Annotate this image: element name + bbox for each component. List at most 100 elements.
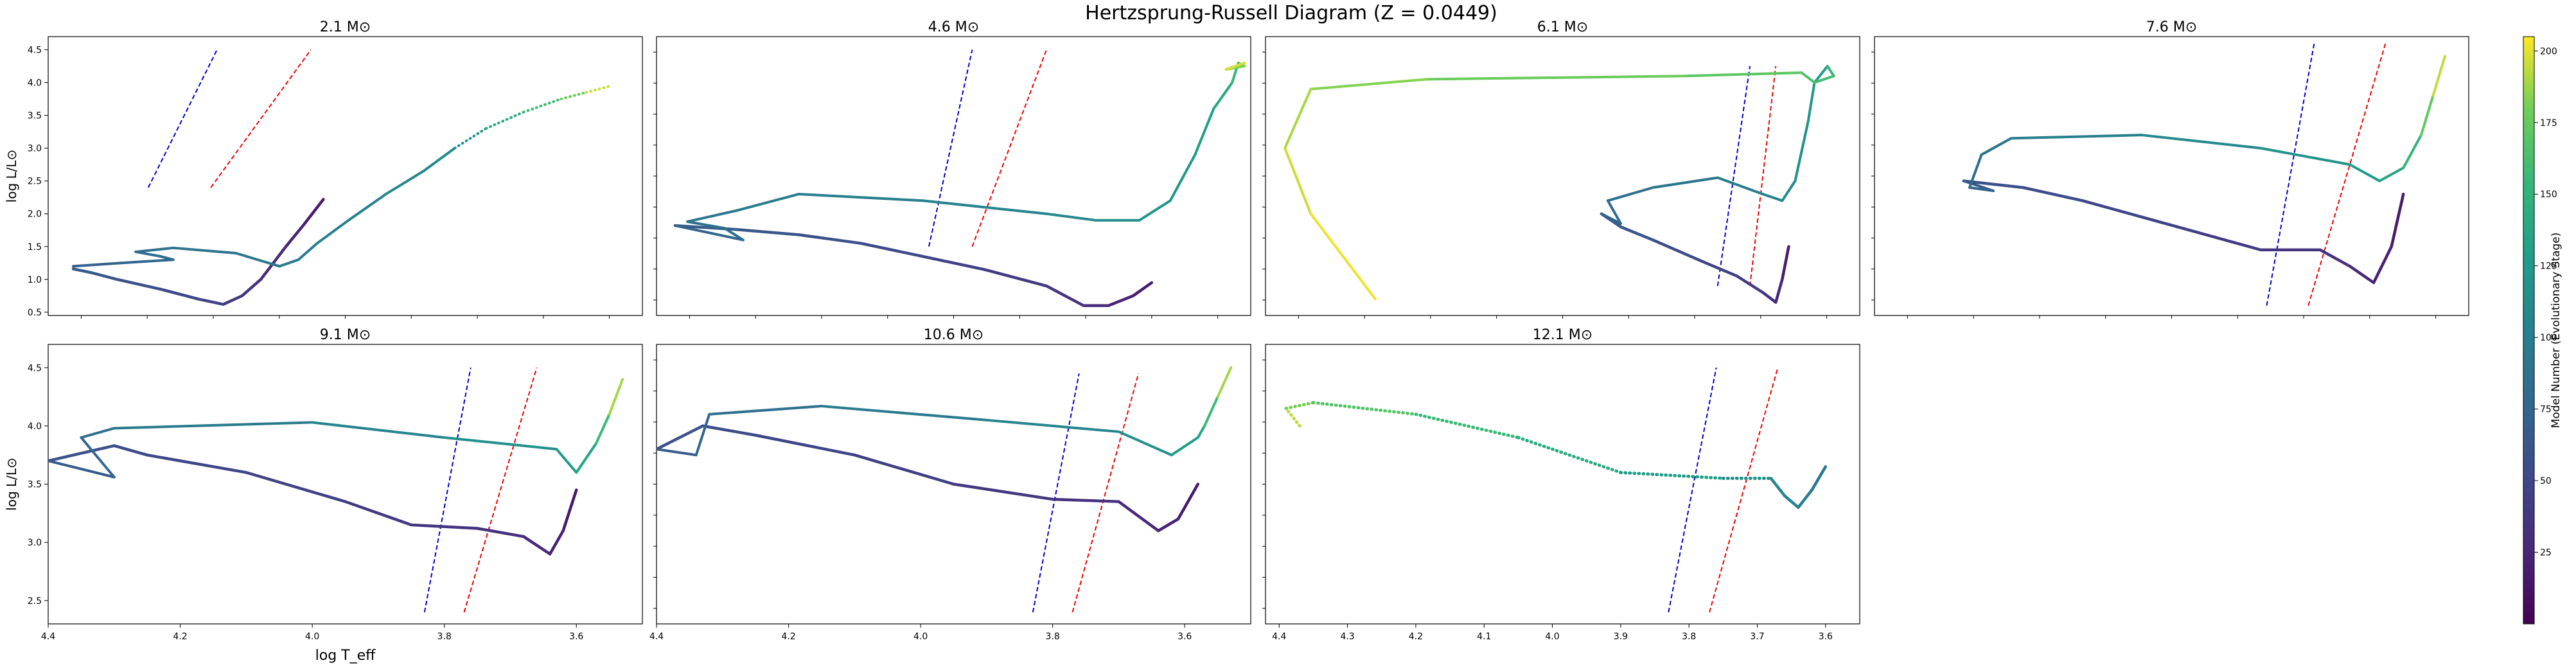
- track-segment: [1652, 238, 1700, 262]
- y-tick-label: 4.5: [28, 45, 42, 55]
- track-segment: [1138, 199, 1172, 222]
- y-tick-label: 3.0: [28, 144, 42, 154]
- track-segment: [1697, 258, 1739, 278]
- track-segment: [443, 436, 558, 451]
- track-segment: [736, 193, 800, 212]
- track-segment: [657, 424, 705, 451]
- track-segment: [384, 170, 425, 196]
- track-segment: [410, 523, 479, 530]
- y-tick-label: 3.0: [28, 538, 42, 548]
- track-segment: [1284, 87, 1312, 150]
- plot-area: [1962, 42, 2446, 306]
- track-segment: [2378, 166, 2405, 182]
- colorbar-tick-label: 75: [2540, 405, 2552, 415]
- evolution-track: [48, 421, 598, 479]
- track-segment: [347, 193, 387, 222]
- track-segment: [1117, 500, 1160, 533]
- track-segment: [585, 84, 613, 94]
- y-tick-label: 4.0: [28, 78, 42, 88]
- track-segment: [1769, 477, 1786, 497]
- track-segment: [1107, 294, 1135, 307]
- track-segment: [657, 448, 698, 457]
- track-segment: [2140, 134, 2263, 150]
- track-segment: [723, 227, 745, 242]
- plot-area: [1284, 64, 1835, 304]
- track-segment: [1968, 186, 1995, 192]
- evolution-track: [1203, 366, 1233, 427]
- track-segment: [575, 442, 598, 474]
- track-segment: [1606, 186, 1655, 202]
- track-segment: [71, 267, 94, 274]
- panel-title: 12.1 M⊙: [1533, 327, 1592, 343]
- track-segment: [952, 483, 1054, 501]
- track-segment: [701, 424, 757, 437]
- y-tick-label: 0.5: [28, 308, 42, 318]
- track-segment: [797, 233, 863, 245]
- track-segment: [2081, 199, 2144, 219]
- track-segment: [1781, 245, 1790, 281]
- track-segment: [240, 278, 263, 297]
- track-segment: [1761, 291, 1778, 304]
- x-tick-label: 4.3: [1340, 632, 1354, 642]
- track-segment: [2402, 134, 2422, 170]
- panel-1: 2.1 M⊙ 0.5 1.0 1.5 2.0 2.5 3.0 3.5 4.0 4.5 log L/L…: [4, 19, 643, 319]
- track-segment: [560, 91, 588, 101]
- track-segment: [1284, 146, 1312, 215]
- x-tick-label: 3.6: [1178, 632, 1192, 642]
- red-edge-line: [971, 49, 1047, 247]
- track-segment: [1176, 483, 1200, 521]
- evolution-track: [595, 378, 624, 445]
- track-segment: [90, 271, 119, 281]
- track-segment: [561, 488, 578, 533]
- track-segment: [284, 222, 306, 249]
- figure-title: Hertzsprung-Russell Diagram (Z = 0.0449): [1085, 2, 1497, 24]
- track-segment: [344, 500, 413, 527]
- y-axis-label: log L/L⊙: [4, 457, 19, 511]
- track-segment: [80, 436, 116, 479]
- track-segment: [1196, 424, 1206, 439]
- track-segment: [234, 251, 281, 268]
- track-segment: [315, 218, 350, 245]
- track-segment: [297, 242, 319, 262]
- y-tick-label: 2.5: [28, 596, 42, 607]
- panel-2: 4.6 M⊙: [653, 19, 1251, 319]
- evolution-track: [71, 198, 325, 306]
- blue-edge-line: [423, 368, 472, 613]
- track-segment: [921, 254, 986, 271]
- plot-area: [673, 49, 1246, 307]
- track-segment: [172, 246, 238, 254]
- blue-edge-line: [147, 49, 218, 188]
- colorbar-tick-label: 125: [2540, 262, 2557, 272]
- track-segment: [115, 278, 163, 291]
- track-segment: [134, 246, 175, 253]
- track-segment: [1414, 412, 1520, 439]
- track-segment: [1716, 176, 1765, 196]
- track-segment: [1774, 278, 1784, 304]
- evolution-track: [657, 424, 1200, 533]
- track-segment: [1606, 199, 1622, 226]
- track-segment: [2372, 245, 2393, 285]
- track-segment: [222, 294, 244, 306]
- track-segment: [2009, 134, 2144, 140]
- track-segment: [1117, 430, 1173, 457]
- track-segment: [555, 448, 578, 474]
- track-segment: [1170, 436, 1199, 457]
- blue-edge-line: [1716, 66, 1751, 287]
- track-segment: [197, 297, 225, 306]
- evolution-track: [71, 146, 456, 268]
- evolution-track: [1600, 212, 1790, 304]
- track-segment: [1810, 465, 1828, 492]
- track-segment: [1794, 120, 1810, 182]
- y-tick-label: 3.5: [28, 111, 42, 121]
- evolution-track: [1600, 64, 1829, 226]
- panel-frame: [48, 36, 643, 316]
- colorbar-tick-label: 150: [2540, 190, 2557, 200]
- red-edge-line: [2307, 42, 2386, 306]
- track-segment: [548, 529, 565, 556]
- track-segment: [736, 227, 800, 236]
- panel-7: 12.1 M⊙ 4.4 4.3 4.2 4.1 4.0 3.9 3.8 3.7 3.6: [1262, 327, 1860, 642]
- track-segment: [1797, 488, 1813, 509]
- colorbar-label: Model Number (Evolutionary Stage): [2550, 233, 2563, 429]
- blue-edge-line: [928, 49, 973, 247]
- track-segment: [2348, 265, 2376, 285]
